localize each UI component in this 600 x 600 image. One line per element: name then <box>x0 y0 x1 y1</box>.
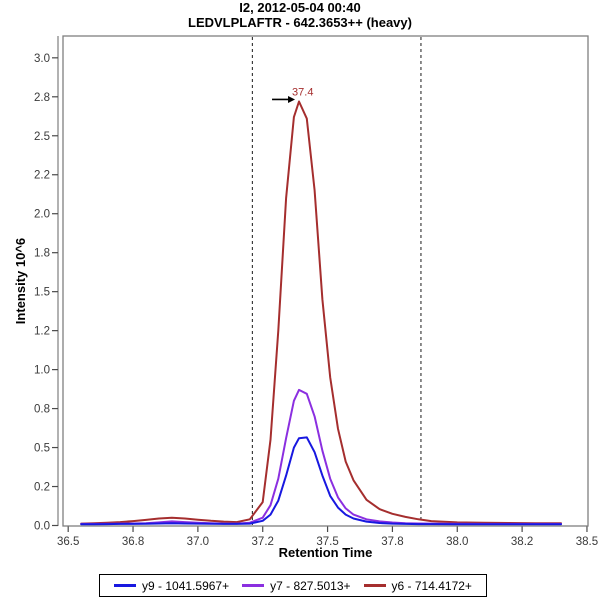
legend-item-y9: y9 - 1041.5967+ <box>114 579 229 593</box>
y-tick-label: 0.0 <box>34 521 50 533</box>
legend: y9 - 1041.5967+ y7 - 827.5013+ y6 - 714.… <box>99 574 487 597</box>
legend-label-y7: y7 - 827.5013+ <box>270 578 351 593</box>
x-tick-label: 38.0 <box>446 536 468 548</box>
legend-label-y6: y6 - 714.4172+ <box>391 578 472 593</box>
x-tick-label: 37.2 <box>252 536 274 548</box>
x-tick-label: 36.5 <box>57 536 79 548</box>
y-tick-label: 3.0 <box>34 53 50 65</box>
y-tick-label: 1.8 <box>34 248 50 260</box>
chart-subtitle: LEDVLPLAFTR - 642.3653++ (heavy) <box>188 15 412 30</box>
x-tick-label: 36.8 <box>122 536 144 548</box>
x-tick-label: 37.5 <box>316 536 338 548</box>
plot-border <box>62 35 589 527</box>
y-tick-label: 0.8 <box>34 404 50 416</box>
x-tick-label: 37.0 <box>187 536 209 548</box>
y-tick-label: 1.0 <box>34 365 50 377</box>
peak-rt-annotation: 37.4 <box>292 86 313 98</box>
legend-line-sample-y7 <box>242 584 265 587</box>
chromatogram-plot-area[interactable]: 36.5 36.8 37.0 37.2 37.5 37.8 38.0 38.2 38.5 0.0 0… <box>0 0 600 570</box>
y-tick-label: 1.2 <box>34 326 50 338</box>
y-tick-label: 1.5 <box>34 287 50 299</box>
legend-item-y7: y7 - 827.5013+ <box>242 578 351 593</box>
series-line-y7 <box>80 388 562 525</box>
y-tick-label: 2.5 <box>34 131 50 143</box>
x-tick-label: 38.5 <box>576 536 598 548</box>
series-line-y6 <box>80 100 562 525</box>
series-line-y9 <box>80 436 562 526</box>
y-tick-label: 2.2 <box>34 170 50 182</box>
x-tick-label: 37.8 <box>381 536 403 548</box>
y-tick-label: 0.2 <box>34 482 50 494</box>
x-tick-label: 38.2 <box>511 536 533 548</box>
legend-label-y9: y9 - 1041.5967+ <box>142 578 230 593</box>
x-axis-title: Retention Time <box>278 545 373 560</box>
chart-title: I2, 2012-05-04 00:40 <box>239 0 361 15</box>
y-tick-label: 2.8 <box>34 92 50 104</box>
legend-item-y6: y6 - 714.4172+ <box>363 578 472 593</box>
chart-header: I2, 2012-05-04 00:40 LEDVLPLAFTR - 642.3… <box>0 0 600 30</box>
legend-line-sample-y6 <box>363 584 386 587</box>
y-tick-label: 0.5 <box>34 443 50 455</box>
peak-arrow-head <box>288 95 296 103</box>
y-tick-label: 2.0 <box>34 209 50 221</box>
legend-line-sample-y9 <box>114 584 137 587</box>
